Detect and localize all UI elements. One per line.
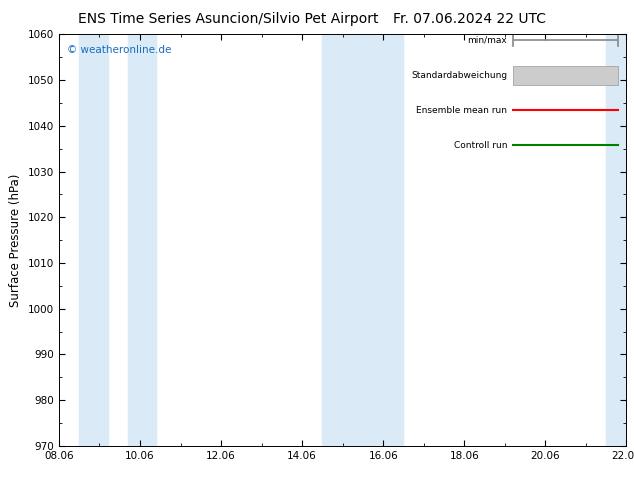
Text: Controll run: Controll run [454, 141, 507, 150]
Text: Ensemble mean run: Ensemble mean run [417, 106, 507, 115]
Text: Standardabweichung: Standardabweichung [411, 71, 507, 80]
Text: ENS Time Series Asuncion/Silvio Pet Airport: ENS Time Series Asuncion/Silvio Pet Airp… [78, 12, 378, 26]
Bar [513, 67, 618, 84]
Bar [606, 34, 626, 446]
Text: Fr. 07.06.2024 22 UTC: Fr. 07.06.2024 22 UTC [392, 12, 546, 26]
Text: min/max: min/max [467, 36, 507, 45]
Y-axis label: Surface Pressure (hPa): Surface Pressure (hPa) [10, 173, 22, 307]
Text: © weatheronline.de: © weatheronline.de [67, 45, 172, 54]
Bar [128, 34, 156, 446]
Bar [323, 34, 403, 446]
Bar [79, 34, 108, 446]
